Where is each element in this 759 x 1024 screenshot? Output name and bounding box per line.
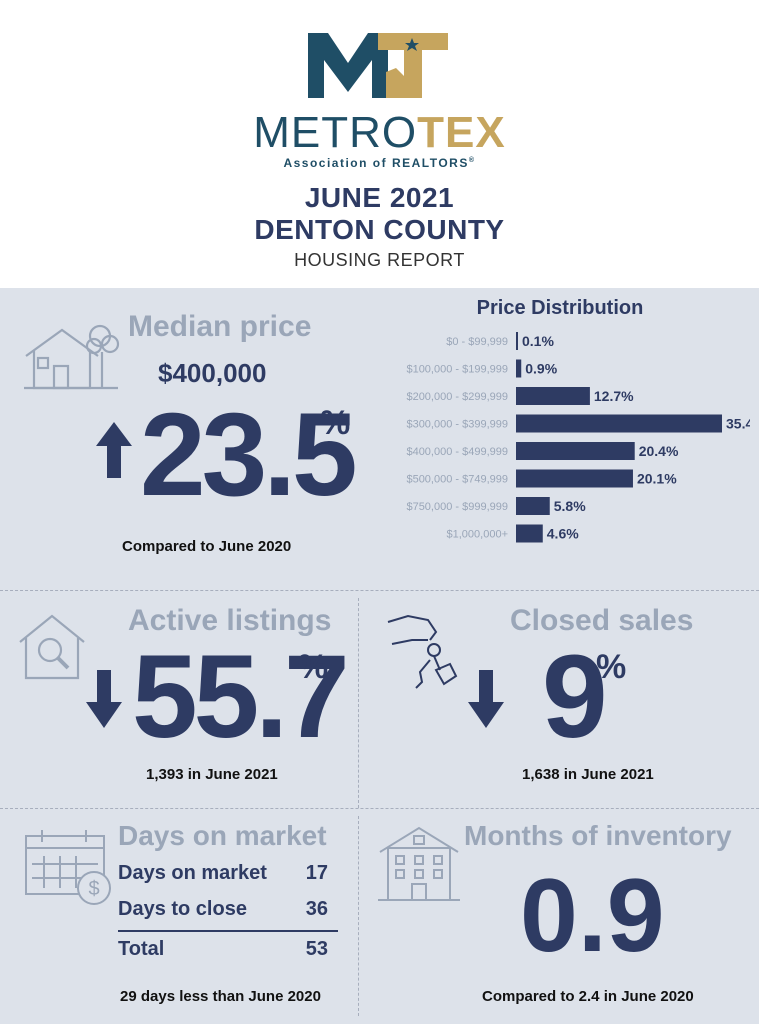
report-county: DENTON COUNTY [254,214,505,245]
days-on-market-note: 29 days less than June 2020 [120,988,321,1005]
building-icon [378,826,460,901]
bar-value-label: 12.7% [594,388,634,404]
price-bar [516,359,522,378]
divider [0,808,759,809]
dom-row-label: Days to close [118,898,247,920]
price-bar [516,414,722,433]
category-label: $0 - $99,999 [446,336,508,348]
hand-keys-icon [387,614,458,689]
active-listings-note: 1,393 in June 2021 [146,766,278,783]
price-distribution-chart: Price Distribution $0 - $99,999 0.1% $100,… [406,297,750,543]
median-price-value: $400,000 [158,358,267,388]
category-label: $500,000 - $749,999 [406,474,508,486]
median-price-note: Compared to June 2020 [122,538,292,555]
price-bar [516,332,518,350]
brand-tex: TEX [417,108,506,157]
dom-row-total: Total 53 [118,938,328,961]
price-bar [516,442,635,460]
report-month: JUNE 2021 [304,182,455,213]
category-label: $300,000 - $399,999 [406,419,508,431]
median-price-title: Median price [128,310,312,343]
price-bar [516,524,543,543]
median-price-unit: % [320,404,351,442]
median-price-change: 23.5 [140,389,358,521]
divider [358,598,359,808]
months-inventory-note: Compared to 2.4 in June 2020 [482,988,694,1005]
dom-total-rule [118,930,338,932]
bar-value-label: 20.1% [637,471,677,487]
bar-value-label: 4.6% [547,526,579,542]
house-tree-icon [24,324,120,390]
dom-row-value: 36 [305,898,328,920]
arrow-up-icon [96,422,132,478]
brand-wordmark: METROTEX [0,108,759,158]
category-label: $100,000 - $199,999 [406,364,508,376]
bar-value-label: 5.8% [554,498,586,514]
metrotex-logo-icon [308,33,448,98]
house-magnifier-icon [19,614,85,680]
bar-value-label: 0.1% [522,333,554,349]
dom-row-days-to-close: Days to close 36 [118,898,328,921]
closed-sales-change: 9 [542,631,608,763]
price-bar [516,387,590,405]
active-listings-change: 55.7 [132,631,350,763]
chart-title: Price Distribution [477,297,644,319]
dom-total-label: Total [118,938,165,960]
closed-sales-unit: % [596,648,627,686]
arrow-down-icon [86,670,122,728]
closed-sales-note: 1,638 in June 2021 [522,766,654,783]
dom-total-value: 53 [305,938,328,960]
category-label: $400,000 - $499,999 [406,446,508,458]
closed-sales-title: Closed sales [510,604,694,637]
active-listings-unit: % [298,648,329,686]
arrow-down-icon [468,670,504,728]
report-panel: Median price $400,000 23.5 % Compared to… [0,288,759,1024]
divider [358,816,359,1016]
bar-value-label: 0.9% [525,361,557,377]
header: METROTEX Association of REALTORS® JUNE 2… [0,0,759,288]
months-inventory-title: Months of inventory [464,820,732,851]
divider [0,590,759,591]
association-label: Association of REALTORS® [283,156,476,170]
dom-row-value: 17 [305,862,328,884]
calendar-dollar-icon: $ [25,830,111,905]
category-label: $200,000 - $299,999 [406,391,508,403]
price-bar [516,497,550,515]
dom-row-days-on-market: Days on market 17 [118,862,328,885]
bar-value-label: 20.4% [639,443,679,459]
months-inventory-value: 0.9 [520,858,665,974]
active-listings-title: Active listings [128,604,332,637]
bar-value-label: 35.4% [726,416,750,432]
days-on-market-title: Days on market [118,820,327,851]
brand-metro: METRO [253,108,418,157]
dom-row-label: Days on market [118,862,267,884]
category-label: $1,000,000+ [447,529,508,541]
svg-text:$: $ [88,878,99,900]
price-bar [516,469,633,488]
category-label: $750,000 - $999,999 [406,501,508,513]
report-type: HOUSING REPORT [294,250,465,270]
